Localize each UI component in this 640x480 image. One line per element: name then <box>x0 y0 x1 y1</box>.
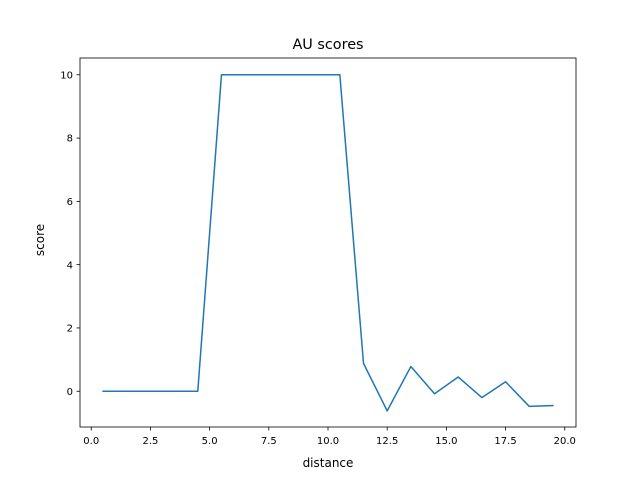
axes: 0.0 2.5 5.0 7.5 10.0 12.5 15.0 17.5 20.0 0 2 4 6 8 10 <box>60 57 577 447</box>
x-tick-label: 2.5 <box>142 436 158 447</box>
y-tick-label: 0 <box>67 387 73 398</box>
y-tick-label: 2 <box>67 324 73 335</box>
y-tick-label: 10 <box>60 70 73 81</box>
x-tick-label: 5.0 <box>202 436 218 447</box>
x-axis-label: distance <box>303 456 354 470</box>
x-tick-label: 12.5 <box>376 436 398 447</box>
y-tick-label: 6 <box>67 197 73 208</box>
y-axis-label: score <box>33 224 47 256</box>
chart-title: AU scores <box>292 37 363 53</box>
x-tick-label: 7.5 <box>261 436 277 447</box>
x-tick-label: 0.0 <box>83 436 99 447</box>
plot-area <box>102 74 554 412</box>
y-tick-label: 4 <box>67 260 73 271</box>
x-tick-label: 15.0 <box>435 436 457 447</box>
x-tick-label: 10.0 <box>317 436 339 447</box>
series-line-0 <box>102 74 554 412</box>
y-tick-label: 8 <box>67 134 73 145</box>
x-tick-label: 20.0 <box>554 436 576 447</box>
x-tick-label: 17.5 <box>494 436 516 447</box>
